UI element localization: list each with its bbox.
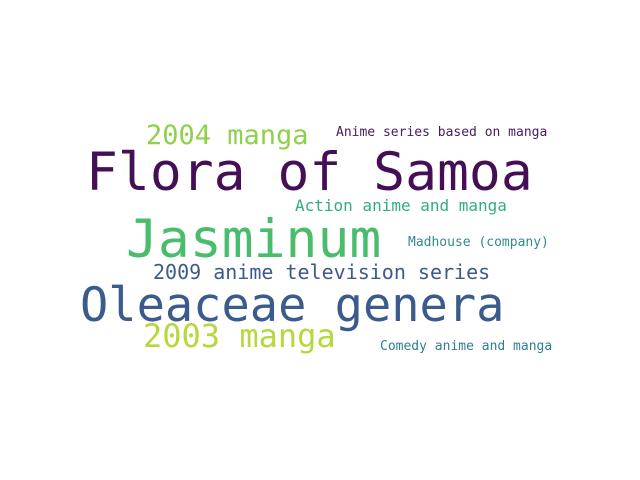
word-oleaceae-genera: Oleaceae genera (80, 278, 505, 333)
word-2003-manga: 2003 manga (143, 317, 336, 355)
word-jasminum: Jasminum (126, 209, 382, 270)
word-madhouse-company: Madhouse (company) (408, 235, 549, 250)
word-anime-series-based-on-manga: Anime series based on manga (336, 125, 548, 140)
word-2009-anime-television-series: 2009 anime television series (153, 260, 491, 284)
word-action-anime-and-manga: Action anime and manga (295, 196, 507, 215)
word-2004-manga: 2004 manga (146, 120, 309, 151)
word-comedy-anime-and-manga: Comedy anime and manga (380, 339, 553, 354)
word-flora-of-samoa: Flora of Samoa (86, 142, 533, 203)
